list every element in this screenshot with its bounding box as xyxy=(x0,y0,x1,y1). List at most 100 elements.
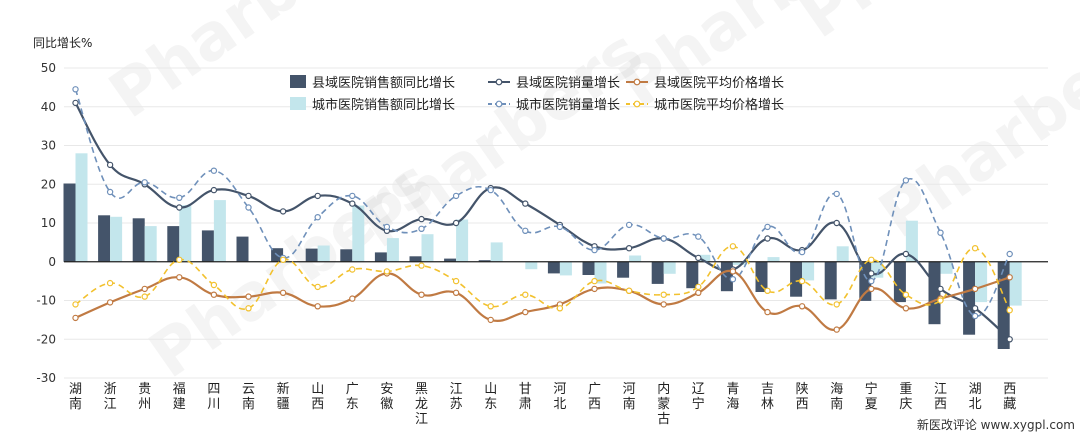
bar-city-sales xyxy=(456,219,469,262)
legend-item: 城市医院销量增长 xyxy=(488,97,620,113)
line-county-volume xyxy=(74,102,1011,341)
legend-item: 县域医院平均价格增长 xyxy=(626,75,784,91)
x-tick-label: 河北 xyxy=(553,382,566,412)
bar-county-sales xyxy=(167,226,180,262)
x-tick-label: 甘肃 xyxy=(519,382,532,412)
point-county-price xyxy=(72,314,79,322)
point-city-price xyxy=(106,279,114,287)
x-tick-label: 宁夏 xyxy=(865,381,878,412)
legend-swatch xyxy=(290,97,306,110)
point-county-volume xyxy=(452,219,460,227)
point-county-volume xyxy=(210,186,218,194)
point-city-price xyxy=(729,243,737,250)
point-city-price xyxy=(556,305,564,312)
bar-city-sales xyxy=(317,245,330,262)
legend-label: 城市医院平均价格增长 xyxy=(654,97,784,113)
bar-county-sales xyxy=(928,261,941,325)
legend-item: 县域医院销售额同比增长 xyxy=(290,75,455,91)
legend-label: 县域医院平均价格增长 xyxy=(654,75,784,91)
x-tick-label: 吉林 xyxy=(761,382,774,412)
legend-label: 县域医院销售额同比增长 xyxy=(312,75,455,91)
x-tick-label: 四川 xyxy=(207,382,220,412)
point-county-volume xyxy=(971,305,979,312)
point-county-price xyxy=(833,326,840,333)
point-city-volume xyxy=(522,227,529,234)
bar-county-sales xyxy=(409,256,422,262)
point-city-price xyxy=(418,262,425,269)
bar-county-sales xyxy=(547,261,560,274)
bar-county-sales xyxy=(582,261,595,275)
legend-item: 县域医院销量增长 xyxy=(488,76,620,91)
point-city-volume xyxy=(383,223,391,231)
line-county-price xyxy=(75,269,1011,331)
bar-city-sales xyxy=(732,261,745,265)
point-county-price xyxy=(176,274,183,281)
point-county-price xyxy=(660,301,667,308)
point-city-price xyxy=(902,291,910,298)
point-city-volume xyxy=(937,229,944,236)
bar-city-sales xyxy=(110,216,123,262)
bar-city-sales xyxy=(802,261,815,281)
legend: 县域医院销售额同比增长 县域医院销量增长 县域医院平均价格增长城市医院销售额同比增长… xyxy=(290,75,784,113)
point-county-price xyxy=(141,285,148,293)
point-city-volume xyxy=(210,167,218,174)
y-tick-label: 40 xyxy=(41,100,56,114)
point-county-price xyxy=(729,268,737,275)
point-county-volume xyxy=(833,219,840,227)
point-city-price xyxy=(349,266,356,273)
legend-label: 县域医院销量增长 xyxy=(516,76,620,91)
legend-item: 城市医院平均价格增长 xyxy=(626,97,784,113)
x-tick-label: 河南 xyxy=(623,382,636,412)
point-city-volume xyxy=(764,223,771,231)
point-county-price xyxy=(798,303,806,310)
bar-city-sales xyxy=(698,254,711,262)
y-tick-label: 0 xyxy=(48,255,56,269)
bar-city-sales xyxy=(386,238,399,262)
legend-marker xyxy=(495,100,503,108)
bar-city-sales xyxy=(905,220,918,262)
point-county-volume xyxy=(279,208,287,215)
footer-text: 新医改评论 www.xygpl.com xyxy=(917,417,1075,432)
x-tick-label: 福建 xyxy=(173,382,186,412)
x-tick-label: 重庆 xyxy=(899,381,912,412)
point-city-price xyxy=(210,281,218,289)
bar-city-sales xyxy=(179,205,192,262)
x-tick-label: 安徽 xyxy=(380,382,393,412)
point-city-volume xyxy=(833,190,840,198)
bar-county-sales xyxy=(720,261,733,292)
x-tick-label: 海南 xyxy=(830,382,843,412)
point-county-price xyxy=(314,303,321,310)
point-county-price xyxy=(452,289,460,296)
bar-city-sales xyxy=(836,246,849,262)
point-city-volume xyxy=(660,235,667,242)
bars xyxy=(63,153,1022,349)
point-county-volume xyxy=(522,200,529,207)
point-city-price xyxy=(625,287,633,294)
point-city-price xyxy=(245,305,252,312)
x-tick-label: 浙江 xyxy=(104,382,117,412)
bar-county-sales xyxy=(340,249,353,262)
bar-city-sales xyxy=(525,261,538,270)
lines xyxy=(72,86,1013,343)
point-county-price xyxy=(764,308,771,316)
x-tick-label: 江西 xyxy=(934,382,947,412)
point-county-price xyxy=(591,285,598,293)
point-city-volume xyxy=(176,194,183,201)
watermark-text: Pharbers xyxy=(97,0,407,133)
legend-label: 城市医院销量增长 xyxy=(516,97,620,113)
x-tick-label: 山东 xyxy=(484,382,497,412)
point-city-volume xyxy=(556,223,564,231)
y-axis-label: 同比增长% xyxy=(33,36,92,50)
point-county-volume xyxy=(902,250,910,258)
y-tick-label: 30 xyxy=(41,139,56,153)
legend-swatch xyxy=(290,75,306,88)
y-tick-label: 10 xyxy=(41,216,56,230)
point-county-volume xyxy=(176,204,183,211)
point-city-price xyxy=(937,297,944,304)
point-city-volume xyxy=(695,233,702,240)
point-county-volume xyxy=(314,192,321,200)
point-city-volume xyxy=(245,204,252,211)
point-county-price xyxy=(279,289,287,296)
point-city-price xyxy=(72,301,79,308)
bar-county-sales xyxy=(997,261,1010,349)
